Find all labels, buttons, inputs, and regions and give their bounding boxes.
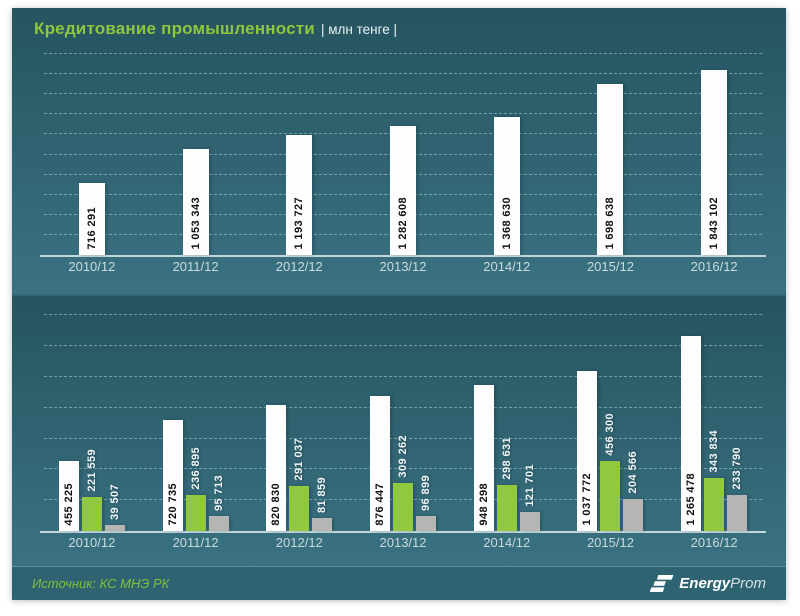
bar-white: [79, 183, 105, 255]
logo-text-bold: Energy: [679, 575, 731, 592]
bar-value-text: 298 631: [500, 437, 513, 480]
bar-white: [390, 126, 416, 255]
bar-value-text: 81 859: [315, 476, 328, 513]
bar-gray: [416, 516, 436, 531]
bottom-chart-section: 455 225 221 559 39 507 720 735 236 895 95 713…: [12, 296, 786, 566]
bar-gray: [727, 495, 747, 531]
footer-bar: Источник: КС МНЭ РК EnergyProm: [12, 566, 786, 600]
bar-green: [704, 478, 724, 531]
bar-gray: [209, 516, 229, 531]
top-chart-x-axis-labels: 2010/12 2011/12 2012/12 2013/12 2014/12 2015/…: [40, 259, 766, 281]
bar-white: [701, 70, 727, 255]
top-chart-section: Кредитование промышленности | млн тенге |…: [12, 8, 786, 294]
x-tick-label: 2013/12: [379, 259, 427, 274]
bar-value-text: 456 300: [603, 413, 616, 456]
grid-line: [44, 468, 762, 470]
bar-value-text: 96 899: [419, 474, 432, 511]
page-title: Кредитование промышленности | млн тенге |: [34, 19, 397, 39]
source-note: Источник: КС МНЭ РК: [32, 576, 170, 591]
grid-line: [44, 406, 762, 408]
bar-white: [681, 336, 701, 531]
x-tick-label: 2011/12: [172, 259, 219, 274]
bar-value-label: 204 566: [623, 451, 643, 494]
bar-gray: [312, 518, 332, 531]
bar-value-text: 221 559: [85, 449, 98, 492]
bar-green: [497, 485, 517, 531]
bar-value-label: 81 859: [312, 477, 332, 513]
bar-value-text: 121 701: [523, 464, 536, 507]
x-axis: [40, 255, 766, 257]
bar-value-label: 96 899: [416, 475, 436, 511]
grid-line: [44, 437, 762, 439]
bar-value-label: 121 701: [520, 464, 540, 507]
bar-value-label: 309 262: [393, 435, 413, 478]
x-tick-label: 2014/12: [483, 535, 531, 550]
bar-value-text: 291 037: [292, 438, 305, 481]
bar-value-text: 309 262: [396, 435, 409, 478]
x-tick-label: 2016/12: [690, 259, 738, 274]
bar-value-label: 221 559: [82, 449, 102, 492]
top-chart-plot-area: 716 291 1 053 343 1 193 727 1 282 608 1 368 …: [40, 53, 766, 257]
chart-title: Кредитование промышленности: [34, 19, 315, 38]
bar-value-text: 39 507: [108, 483, 121, 520]
grid-line: [44, 93, 762, 95]
x-tick-label: 2010/12: [68, 259, 116, 274]
grid-line: [44, 345, 762, 347]
energyprom-logo-icon: [650, 574, 674, 592]
infographic-panel: Кредитование промышленности | млн тенге |…: [12, 8, 786, 600]
bar-white: [163, 420, 183, 531]
x-tick-label: 2015/12: [586, 535, 634, 550]
chart-subtitle: | млн тенге |: [320, 22, 397, 37]
bar-gray: [520, 512, 540, 531]
bar-value-text: 95 713: [212, 474, 225, 511]
bar-white: [597, 84, 623, 255]
x-tick-label: 2013/12: [379, 535, 427, 550]
bar-value-label: 298 631: [497, 437, 517, 480]
bar-green: [393, 483, 413, 531]
bar-white: [266, 405, 286, 531]
bar-white: [59, 461, 79, 531]
grid-line: [44, 73, 762, 75]
x-tick-label: 2015/12: [586, 259, 634, 274]
bar-white: [370, 396, 390, 531]
logo-text: EnergyProm: [679, 575, 766, 592]
bar-value-label: 39 507: [105, 484, 125, 520]
grid-line: [44, 113, 762, 115]
x-tick-label: 2012/12: [275, 535, 323, 550]
x-tick-label: 2011/12: [172, 535, 219, 550]
bar-gray: [623, 499, 643, 531]
bar-white: [474, 385, 494, 531]
x-tick-label: 2016/12: [690, 535, 738, 550]
bar-green: [289, 486, 309, 531]
bottom-chart-plot-area: 455 225 221 559 39 507 720 735 236 895 95 713…: [40, 300, 766, 533]
bar-value-text: 204 566: [626, 451, 639, 494]
x-tick-label: 2014/12: [483, 259, 531, 274]
bar-white: [286, 135, 312, 255]
bar-green: [82, 497, 102, 531]
bar-value-label: 291 037: [289, 438, 309, 481]
bar-green: [600, 461, 620, 531]
x-tick-label: 2012/12: [275, 259, 323, 274]
energyprom-logo: EnergyProm: [650, 573, 766, 595]
bar-value-label: 456 300: [600, 413, 620, 456]
bottom-chart-x-axis-labels: 2010/12 2011/12 2012/12 2013/12 2014/12 2015/…: [40, 535, 766, 557]
grid-line: [44, 376, 762, 377]
bar-green: [186, 495, 206, 531]
x-tick-label: 2010/12: [68, 535, 116, 550]
bar-value-label: 95 713: [209, 475, 229, 511]
logo-text-light: Prom: [730, 575, 766, 592]
bar-white: [577, 371, 597, 531]
grid-line: [44, 314, 762, 316]
bar-white: [183, 149, 209, 255]
x-axis: [40, 531, 766, 533]
grid-line: [44, 53, 762, 54]
bar-gray: [105, 525, 125, 531]
bar-white: [494, 117, 520, 255]
